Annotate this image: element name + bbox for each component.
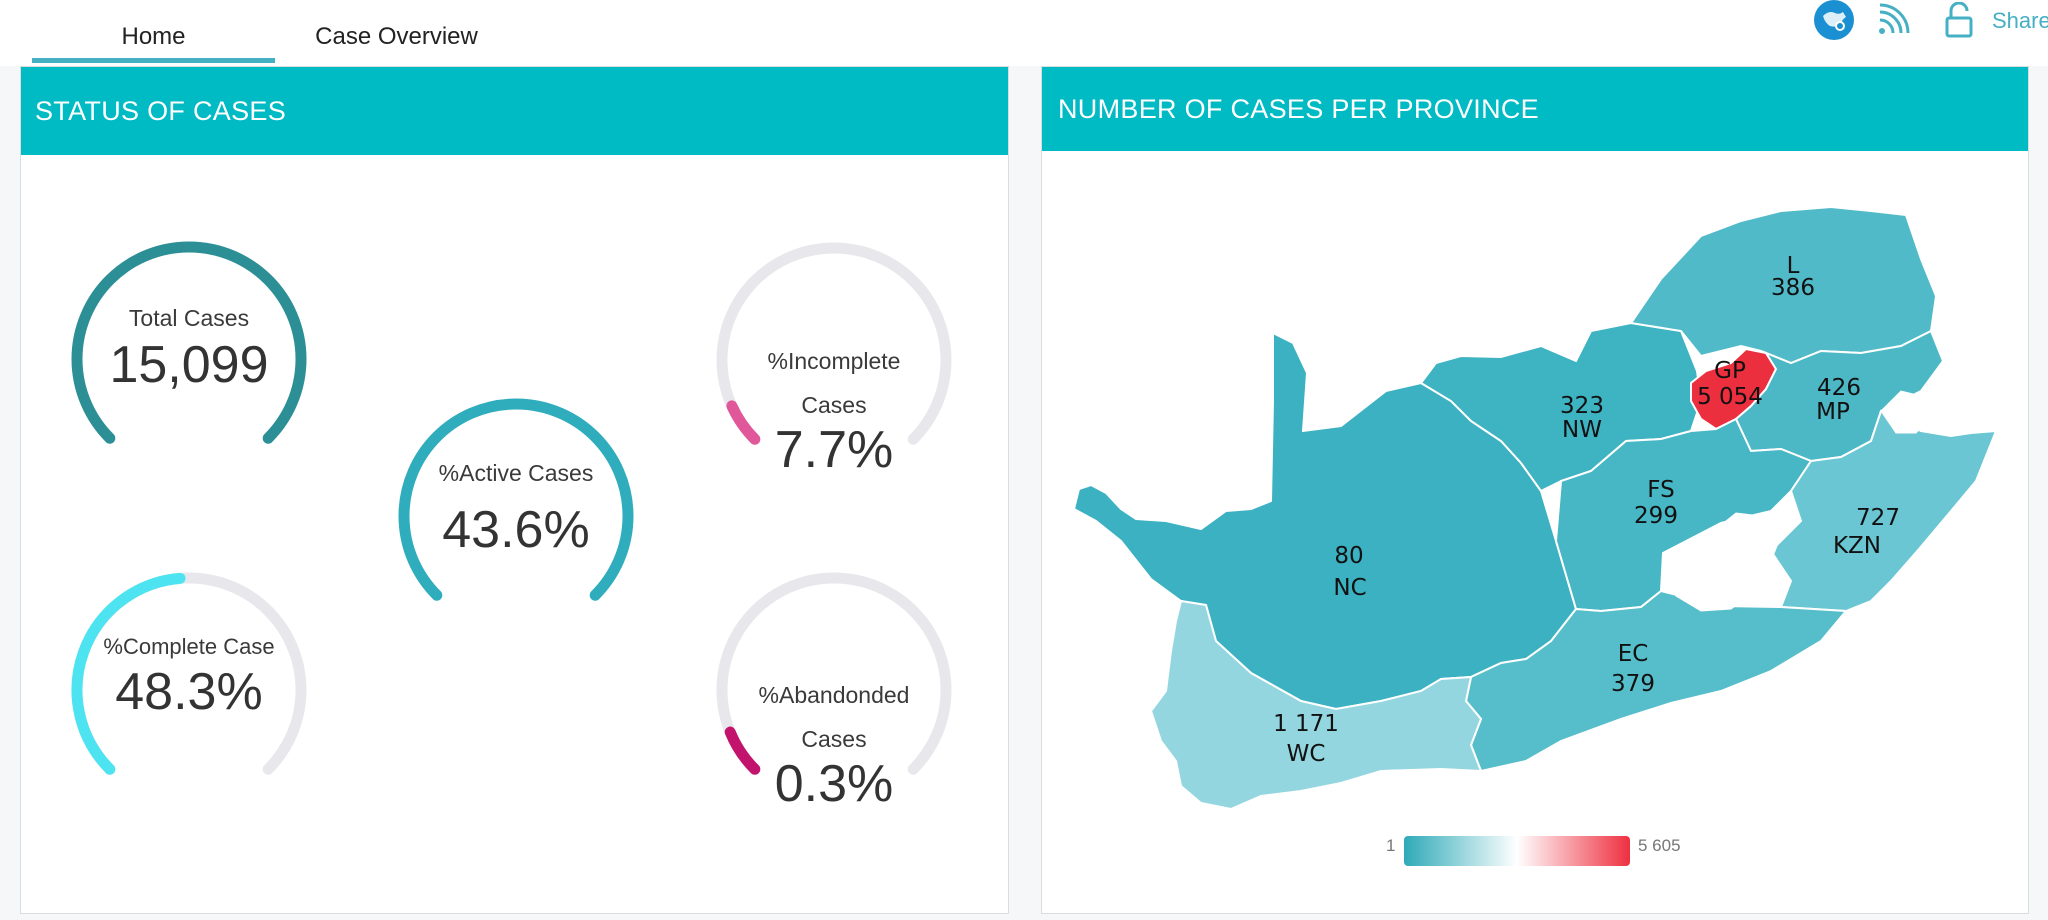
complete-cases-gauge: %Complete Case 48.3% <box>69 570 309 810</box>
label-nc-code: NC <box>1333 575 1366 601</box>
globe-icon[interactable] <box>1814 0 1854 40</box>
color-scale-legend <box>1404 836 1630 866</box>
abandoned-cases-label-line2: Cases <box>801 726 867 752</box>
label-ec-cases: 379 <box>1611 671 1655 697</box>
label-fs-cases: 299 <box>1634 503 1678 529</box>
label-wc-cases: 1 171 <box>1273 711 1339 737</box>
incomplete-cases-label-line2: Cases <box>801 392 867 418</box>
complete-cases-label: %Complete Case <box>103 634 275 659</box>
label-kzn-code: KZN <box>1833 533 1881 559</box>
label-ec-code: EC <box>1618 641 1649 667</box>
label-l-cases: 386 <box>1771 275 1815 301</box>
label-gp-cases: 5 054 <box>1697 384 1763 410</box>
total-cases-gauge-ring <box>71 241 307 444</box>
tab-home[interactable]: Home <box>121 23 186 50</box>
cases-per-province-panel: NUMBER OF CASES PER PROVINCE L 386 GP 5 … <box>1041 66 2029 914</box>
label-gp-code: GP <box>1714 358 1746 384</box>
total-cases-label: Total Cases <box>128 305 250 331</box>
legend-min-value: 1 <box>1386 836 1396 855</box>
label-nw-code: NW <box>1562 417 1602 443</box>
abandoned-cases-label: %Abandonded <box>758 682 910 708</box>
complete-cases-value: 48.3% <box>115 663 263 721</box>
abandoned-cases-value: 0.3% <box>774 755 894 813</box>
active-cases-value: 43.6% <box>442 501 590 559</box>
unlock-icon[interactable] <box>1944 1 1974 38</box>
province-nw[interactable] <box>1419 321 1703 493</box>
label-l-code: L <box>1787 253 1800 279</box>
incomplete-cases-gauge-ring <box>716 242 952 445</box>
share-button[interactable]: Share <box>1992 8 2048 33</box>
label-kzn-cases: 727 <box>1856 505 1900 531</box>
status-of-cases-panel: STATUS OF CASES Total Cases 15,099 %Acti… <box>20 66 1009 914</box>
abandoned-cases-gauge-ring <box>716 572 952 775</box>
label-mp-code: MP <box>1816 399 1850 425</box>
label-nc-cases: 80 <box>1334 543 1363 569</box>
abandoned-cases-gauge: %Abandonded Cases 0.3% <box>714 570 954 813</box>
label-nw-cases: 323 <box>1560 393 1604 419</box>
label-fs-code: FS <box>1647 477 1674 503</box>
complete-cases-gauge-ring <box>71 572 307 775</box>
province-wc[interactable] <box>1149 599 1483 811</box>
active-cases-label: %Active Cases <box>438 460 594 486</box>
active-cases-gauge-ring <box>398 398 634 601</box>
eswatini-region <box>1880 390 1930 434</box>
lesotho-region <box>1662 512 1782 612</box>
label-mp-cases: 426 <box>1817 375 1861 401</box>
legend-max-value: 5 605 <box>1638 836 1681 855</box>
incomplete-cases-label: %Incomplete <box>767 348 901 374</box>
map-panel-title: NUMBER OF CASES PER PROVINCE <box>1042 67 2028 151</box>
province-l[interactable] <box>1629 205 1938 365</box>
tab-case-overview[interactable]: Case Overview <box>315 23 478 50</box>
total-cases-gauge: Total Cases 15,099 <box>69 239 309 479</box>
active-cases-gauge: %Active Cases 43.6% <box>396 396 636 636</box>
south-africa-map: L 386 GP 5 054 426 MP 323 NW FS 299 727 … <box>1072 205 1998 811</box>
status-panel-title: STATUS OF CASES <box>21 67 1008 155</box>
total-cases-value: 15,099 <box>109 336 269 394</box>
incomplete-cases-value: 7.7% <box>774 421 894 479</box>
top-navigation: Home Case Overview Share <box>0 0 2048 66</box>
label-wc-code: WC <box>1287 741 1326 767</box>
rss-feed-icon[interactable] <box>1876 3 1910 37</box>
incomplete-cases-gauge: %Incomplete Cases 7.7% <box>714 240 954 480</box>
active-tab-indicator <box>32 58 275 63</box>
